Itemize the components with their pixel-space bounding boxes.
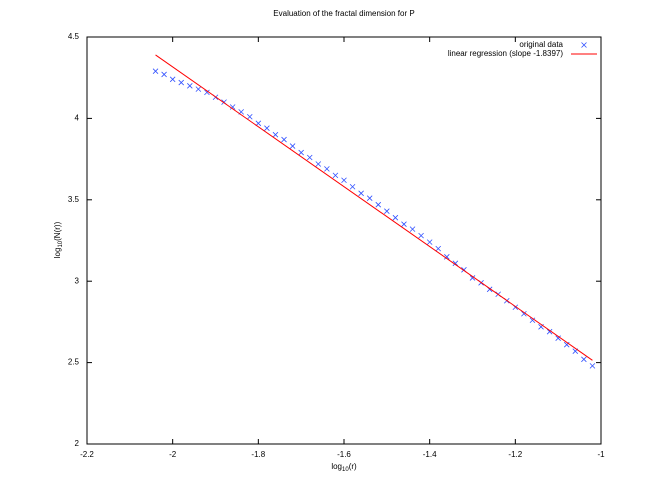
data-point xyxy=(246,113,253,120)
data-point xyxy=(358,190,364,197)
data-point xyxy=(178,79,185,86)
data-point xyxy=(255,120,262,127)
data-point xyxy=(349,183,356,190)
x-tick-label: -1.2 xyxy=(508,450,522,459)
data-point xyxy=(298,149,304,156)
data-point xyxy=(152,68,159,74)
data-point xyxy=(546,328,553,335)
y-tick-label: 4.5 xyxy=(68,32,80,41)
data-point xyxy=(341,177,347,184)
data-point xyxy=(384,208,390,214)
data-point xyxy=(521,310,527,317)
legend-label: original data xyxy=(519,40,563,49)
data-point xyxy=(375,201,382,208)
data-point xyxy=(281,136,287,143)
regression-line xyxy=(155,54,593,361)
data-point xyxy=(229,104,236,110)
y-tick-label: 4 xyxy=(75,114,80,123)
data-point xyxy=(444,253,450,260)
data-point xyxy=(332,172,339,179)
y-tick-label: 2.5 xyxy=(68,358,80,367)
data-point xyxy=(161,71,167,78)
data-point xyxy=(195,86,202,92)
data-point xyxy=(401,221,407,228)
data-point xyxy=(289,143,296,149)
data-point xyxy=(187,83,193,89)
x-tick-label: -2.2 xyxy=(80,450,94,459)
x-tick-label: -1.8 xyxy=(251,450,265,459)
y-axis-label: log10(N(r)) xyxy=(53,221,63,258)
data-point xyxy=(426,239,433,245)
data-point xyxy=(555,335,561,341)
data-point xyxy=(529,317,536,324)
data-point xyxy=(418,232,424,239)
data-point xyxy=(366,195,373,201)
data-point xyxy=(306,154,313,161)
data-point xyxy=(435,245,442,252)
data-point xyxy=(469,275,476,281)
chart-title: Evaluation of the fractal dimension for … xyxy=(273,9,414,18)
data-point xyxy=(204,89,210,96)
x-tick-label: -2 xyxy=(169,450,177,459)
data-point xyxy=(581,356,587,363)
y-tick-label: 2 xyxy=(75,439,80,448)
y-tick-label: 3 xyxy=(75,276,80,285)
x-axis-label: log10(r) xyxy=(331,462,357,472)
legend-swatch xyxy=(581,42,587,48)
data-point xyxy=(392,214,399,221)
legend-label: linear regression (slope -1.8397) xyxy=(448,49,564,58)
data-point xyxy=(272,131,279,138)
data-point xyxy=(324,166,330,172)
data-point xyxy=(589,363,596,369)
x-tick-label: -1 xyxy=(597,450,605,459)
data-point xyxy=(264,125,270,131)
y-tick-label: 3.5 xyxy=(68,195,80,204)
data-point xyxy=(169,76,176,83)
data-point xyxy=(315,161,322,167)
data-point xyxy=(452,260,459,267)
x-tick-label: -1.6 xyxy=(337,450,351,459)
x-tick-label: -1.4 xyxy=(423,450,437,459)
data-point xyxy=(409,226,416,232)
